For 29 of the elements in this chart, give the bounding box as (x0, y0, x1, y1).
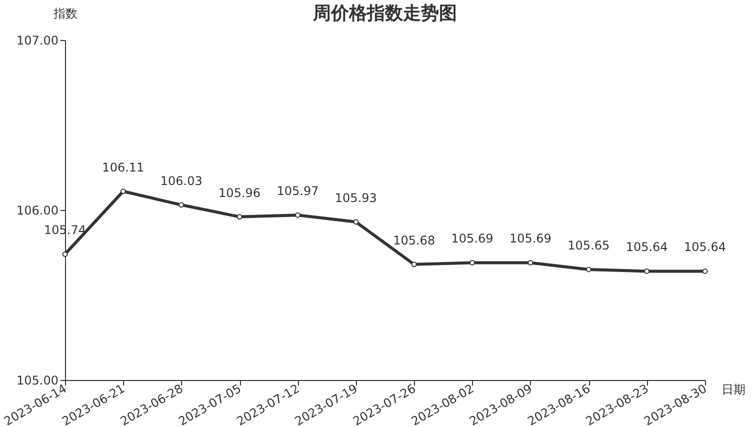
chart-title: 周价格指数走势图 (312, 3, 457, 24)
y-tick-label: 106.00 (16, 204, 58, 218)
y-axis-title: 指数 (52, 6, 78, 20)
point (178, 202, 184, 208)
point (411, 262, 417, 268)
data-label: 105.64 (684, 240, 726, 254)
data-label: 105.96 (218, 186, 261, 200)
data-label: 105.69 (509, 232, 552, 246)
point (62, 251, 68, 257)
y-tick-label: 105.00 (16, 374, 58, 388)
point (353, 219, 359, 225)
data-label: 105.69 (451, 232, 494, 246)
y-tick-label: 107.00 (16, 34, 58, 48)
point (586, 266, 592, 272)
point (528, 260, 534, 266)
data-label: 106.11 (102, 160, 144, 174)
x-axis-title: 日期 (722, 382, 746, 396)
point (120, 188, 126, 194)
point (294, 212, 300, 218)
data-label: 105.97 (276, 184, 319, 198)
data-label: 105.93 (334, 190, 377, 205)
data-label: 106.03 (160, 174, 202, 188)
point (702, 268, 708, 274)
data-label: 105.65 (568, 238, 610, 252)
point (644, 268, 650, 274)
data-label: 105.68 (393, 233, 436, 248)
point (236, 214, 242, 220)
data-label: 105.64 (626, 240, 668, 254)
point (470, 260, 476, 266)
